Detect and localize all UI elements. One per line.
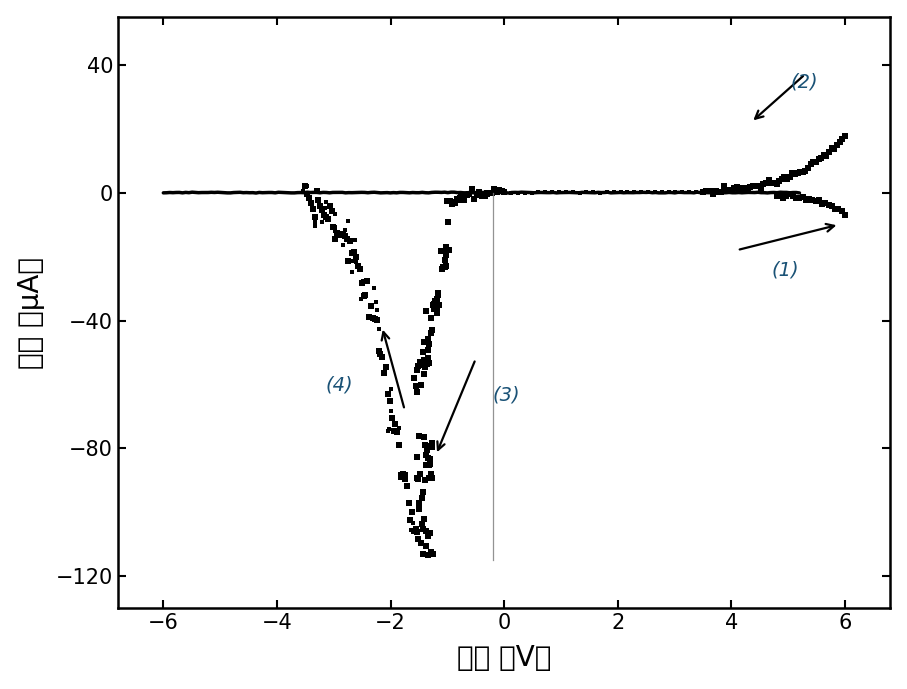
X-axis label: 电压 （V）: 电压 （V） xyxy=(457,644,551,672)
Text: (3): (3) xyxy=(493,385,521,404)
Text: (4): (4) xyxy=(326,376,353,395)
Text: (2): (2) xyxy=(791,72,818,91)
Y-axis label: 电流 （μA）: 电流 （μA） xyxy=(16,256,44,369)
Text: (1): (1) xyxy=(771,260,799,280)
